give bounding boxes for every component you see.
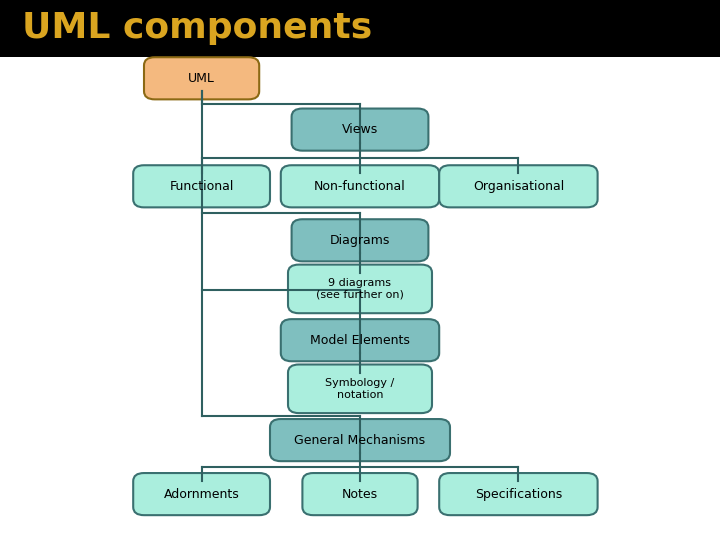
FancyBboxPatch shape [281,165,439,207]
Text: UML: UML [188,72,215,85]
Text: General Mechanisms: General Mechanisms [294,434,426,447]
FancyBboxPatch shape [133,473,270,515]
FancyBboxPatch shape [292,109,428,151]
FancyBboxPatch shape [292,219,428,261]
FancyBboxPatch shape [0,0,720,57]
FancyBboxPatch shape [281,319,439,361]
FancyBboxPatch shape [439,165,598,207]
FancyBboxPatch shape [288,364,432,413]
FancyBboxPatch shape [288,265,432,313]
Text: Symbology /
notation: Symbology / notation [325,378,395,400]
Text: Diagrams: Diagrams [330,234,390,247]
Text: Notes: Notes [342,488,378,501]
FancyBboxPatch shape [133,165,270,207]
Text: Functional: Functional [169,180,234,193]
FancyBboxPatch shape [270,419,450,461]
FancyBboxPatch shape [302,473,418,515]
FancyBboxPatch shape [144,57,259,99]
Text: 9 diagrams
(see further on): 9 diagrams (see further on) [316,278,404,300]
Text: Views: Views [342,123,378,136]
Text: Specifications: Specifications [474,488,562,501]
FancyBboxPatch shape [439,473,598,515]
Text: UML components: UML components [22,11,372,45]
Text: Organisational: Organisational [473,180,564,193]
Text: Adornments: Adornments [163,488,240,501]
Text: Model Elements: Model Elements [310,334,410,347]
Text: Non-functional: Non-functional [314,180,406,193]
